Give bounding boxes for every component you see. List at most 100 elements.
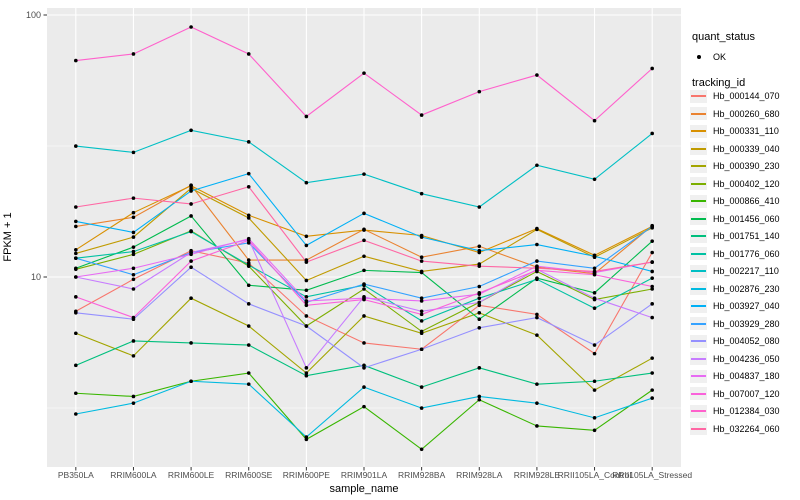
x-tick-label: RRIM600PE <box>282 470 330 480</box>
legend-item-Hb_000390_230: Hb_000390_230 <box>690 159 780 173</box>
data-point <box>74 256 78 260</box>
data-point <box>74 311 78 315</box>
data-point <box>419 312 424 317</box>
legend-line-key-icon <box>690 159 707 173</box>
data-point <box>131 354 136 358</box>
data-point <box>592 269 597 274</box>
data-point <box>189 341 193 345</box>
data-point <box>419 259 424 263</box>
data-point <box>650 388 654 392</box>
legend-item-Hb_000144_070: Hb_000144_070 <box>690 89 780 103</box>
legend-item-label: Hb_004837_180 <box>713 371 780 381</box>
y-axis-title: FPKM + 1 <box>2 212 14 262</box>
data-point <box>419 255 424 260</box>
data-point <box>419 447 424 452</box>
data-point <box>419 385 424 389</box>
data-point <box>246 343 251 347</box>
x-tick-label: RRIM600SE <box>225 470 273 480</box>
data-point <box>477 296 482 301</box>
data-point <box>592 388 597 392</box>
data-point <box>419 113 424 117</box>
data-point <box>131 315 136 320</box>
data-point <box>650 315 654 320</box>
data-point <box>362 404 366 409</box>
data-point <box>246 258 251 262</box>
y-tick-label-10: 10 <box>30 272 41 282</box>
data-point <box>650 66 654 71</box>
data-point <box>131 287 136 291</box>
data-point <box>535 266 539 271</box>
data-point <box>189 202 193 206</box>
data-point <box>362 363 366 368</box>
legend-line-key-icon <box>690 352 707 365</box>
data-point <box>246 238 251 243</box>
data-point <box>304 288 309 293</box>
data-point <box>246 241 251 245</box>
data-point <box>650 371 654 375</box>
data-point <box>74 295 78 299</box>
data-point <box>304 299 309 303</box>
data-point <box>535 73 539 77</box>
data-point <box>304 243 309 248</box>
legend-title-tracking-id: tracking_id <box>692 77 746 89</box>
data-point <box>189 259 193 263</box>
x-tick-label: RRII105LA_Stressed <box>612 470 693 480</box>
legend-line-key-icon <box>690 212 707 225</box>
data-point <box>74 205 78 209</box>
legend-item-Hb_000260_680: Hb_000260_680 <box>690 107 780 120</box>
data-point <box>362 287 366 291</box>
data-point <box>535 242 539 247</box>
data-point <box>650 250 654 255</box>
data-point <box>74 248 78 252</box>
data-point <box>131 401 136 405</box>
legend-line-key-icon <box>690 404 707 418</box>
data-point <box>362 228 366 232</box>
data-point <box>189 229 193 234</box>
data-point <box>362 238 366 243</box>
data-point <box>477 264 482 268</box>
data-point <box>477 89 482 94</box>
legend-line-key-icon <box>690 317 707 330</box>
data-point <box>304 234 309 239</box>
data-point <box>74 251 78 256</box>
data-point <box>131 235 136 239</box>
data-point <box>304 114 309 119</box>
data-point <box>246 283 251 288</box>
data-point <box>362 282 366 286</box>
data-point <box>189 379 193 384</box>
legend-item-Hb_001776_060: Hb_001776_060 <box>690 247 780 260</box>
data-point <box>477 325 482 330</box>
data-point <box>246 382 251 386</box>
data-point <box>535 227 539 232</box>
x-tick-label: RRIM928LA <box>456 470 503 480</box>
data-point <box>592 272 597 277</box>
data-point <box>650 269 654 274</box>
data-point <box>304 260 309 264</box>
data-point <box>74 58 78 63</box>
legend-item-Hb_032264_060: Hb_032264_060 <box>690 422 780 435</box>
data-point <box>362 385 366 389</box>
data-point <box>419 235 424 239</box>
data-point <box>246 302 251 306</box>
data-point <box>189 252 193 257</box>
legend-item-Hb_012384_030: Hb_012384_030 <box>690 404 780 418</box>
data-point <box>131 339 136 343</box>
legend-item-label: Hb_000390_230 <box>713 161 780 171</box>
data-point <box>131 150 136 155</box>
data-point <box>535 424 539 428</box>
data-point <box>535 312 539 317</box>
data-point <box>477 366 482 370</box>
legend-item-label: Hb_002876_230 <box>713 283 780 294</box>
data-point <box>592 351 597 356</box>
data-point <box>246 52 251 56</box>
data-point <box>189 183 193 188</box>
legend-line-key-icon <box>690 177 707 190</box>
legend-item-label: Hb_000331_110 <box>713 126 779 136</box>
legend-item-Hb_003927_040: Hb_003927_040 <box>690 299 780 313</box>
legend-item-Hb_004236_050: Hb_004236_050 <box>690 352 780 365</box>
data-point <box>477 244 482 249</box>
legend-item-Hb_000402_120: Hb_000402_120 <box>690 177 780 190</box>
ok-point-key-icon <box>690 50 707 63</box>
data-point <box>592 416 597 420</box>
data-point <box>650 239 654 243</box>
